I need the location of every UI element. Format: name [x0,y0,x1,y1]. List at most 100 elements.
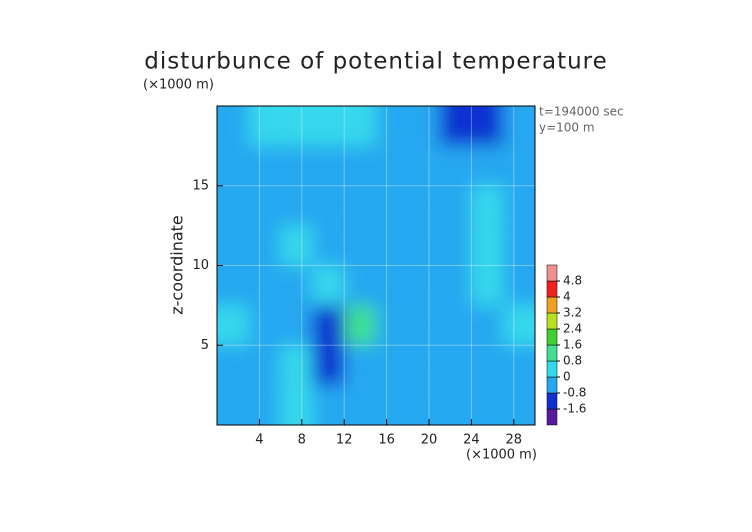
field-cell [376,265,408,306]
field-cell [439,385,472,425]
field-cell [471,305,504,346]
colorbar-label: 0.8 [563,354,582,368]
colorbar-swatch [546,312,558,330]
field-cell [471,145,504,186]
field-cell [344,345,376,386]
field [217,106,535,425]
field-cell [376,185,408,226]
colorbar-swatch [546,328,558,346]
field-cell [439,345,472,386]
field-cell [312,345,345,386]
plot-area [217,106,535,425]
chart-title: disturbunce of potential temperature [144,49,608,75]
field-cell [312,185,345,226]
field-cell [471,345,504,386]
field-cell [407,145,440,186]
field-cell [248,106,281,146]
colorbar-label: 0 [563,370,571,384]
field-cell [407,265,440,306]
field-cell [503,345,535,386]
field-cell [344,385,376,425]
field-cell [280,265,313,306]
colorbar-label: -1.6 [563,402,586,416]
y-tick-label: 15 [192,178,209,193]
field-cell [217,265,249,306]
field-cell [407,225,440,266]
field-cell [503,305,535,346]
field-cell [471,225,504,266]
field-cell [280,106,313,146]
field-cell [439,265,472,306]
annotation: t=194000 sec [539,105,624,119]
field-cell [312,225,345,266]
field-cell [471,106,504,146]
y-tick-label: 10 [192,258,209,273]
field-cell [407,345,440,386]
field-cell [344,106,376,146]
field-cell [248,185,281,226]
colorbar-swatch [546,280,558,298]
y-tick-label: 5 [201,338,209,353]
colorbar-swatch [546,344,558,362]
x-unit: (×1000 m) [466,448,537,463]
x-tick-label: 12 [336,433,353,448]
field-cell [407,385,440,425]
field-cell [344,265,376,306]
field-cell [344,305,376,346]
colorbar-label: 3.2 [563,306,582,320]
field-cell [344,145,376,186]
field-cell [312,305,345,346]
field-cell [407,106,440,146]
field-cell [503,106,535,146]
x-tick-label: 4 [255,433,263,448]
y-unit: (×1000 m) [143,78,214,93]
field-cell [439,106,472,146]
colorbar-swatch [546,360,558,378]
field-cell [407,185,440,226]
field-cell [407,305,440,346]
annotation: y=100 m [539,121,595,135]
field-cell [376,345,408,386]
field-cell [248,385,281,425]
colorbar-swatch [546,392,558,410]
field-cell [217,305,249,346]
field-cell [439,145,472,186]
field-cell [376,106,408,146]
colorbar-swatch [546,408,558,426]
field-cell [503,265,535,306]
field-cell [376,145,408,186]
colorbar-label: 4 [563,290,571,304]
colorbar-swatch [546,264,558,282]
field-cell [280,305,313,346]
x-tick-label: 20 [421,433,438,448]
field-cell [248,265,281,306]
x-tick-label: 8 [298,433,306,448]
colorbar-label: -0.8 [563,386,586,400]
colorbar-label: 4.8 [563,274,582,288]
field-cell [503,185,535,226]
field-cell [439,225,472,266]
field-cell [248,305,281,346]
field-cell [344,185,376,226]
field-cell [312,385,345,425]
field-cell [217,185,249,226]
field-cell [471,265,504,306]
grid [217,106,535,425]
field-cell [280,385,313,425]
field-cell [248,345,281,386]
field-cell [376,225,408,266]
field-cell [217,385,249,425]
field-cell [503,145,535,186]
field-cell [280,345,313,386]
field-cell [280,185,313,226]
field-cell [503,385,535,425]
field-cell [312,265,345,306]
colorbar-swatch [546,376,558,394]
field-cell [439,305,472,346]
field-cell [248,225,281,266]
field-cell [344,225,376,266]
field-cell [471,385,504,425]
y-axis-label: z-coordinate [168,215,187,315]
field-cell [280,145,313,186]
